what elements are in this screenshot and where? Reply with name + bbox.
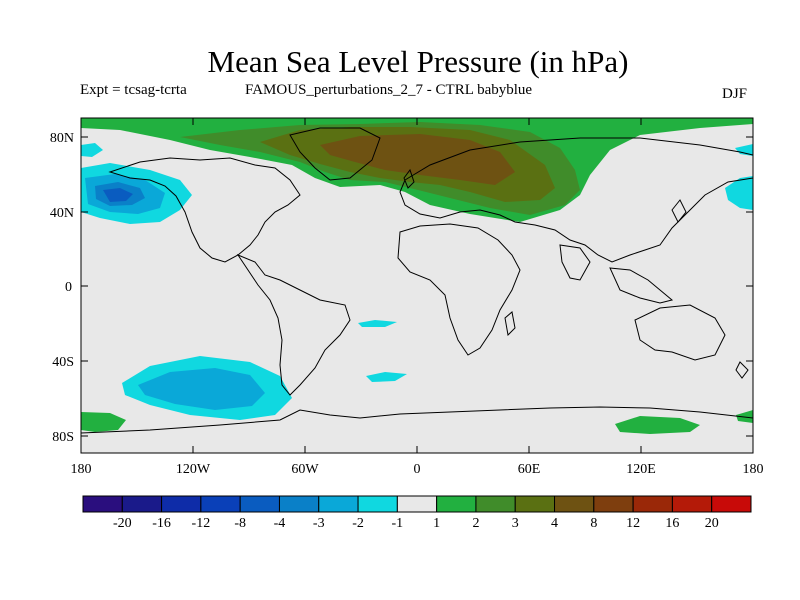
comparison-label: FAMOUS_perturbations_2_7 - CTRL babyblue [245,82,533,98]
colorbar-swatch [554,495,595,513]
contour-pos4-north [320,134,515,185]
colorbar-swatch [396,495,438,513]
colorbar-label: -20 [113,516,132,531]
colorbar-label: -12 [192,516,211,531]
colorbar-swatch [200,495,241,513]
colorbar: -20 -16 -12 -8 -4 -3 -2 -1 1 2 3 4 8 12 16 20 [82,495,752,531]
lat-label-80n: 80N [50,131,74,146]
lat-label-40n: 40N [50,206,74,221]
pressure-field [81,118,753,434]
colorbar-label: 16 [665,516,679,531]
contour-neg1-south-atlantic-a [358,320,397,327]
lon-label-180-east: 180 [743,462,764,477]
colorbar-swatch [593,495,634,513]
lon-label-120e: 120E [626,462,656,477]
colorbar-label: 2 [472,516,479,531]
map-title: Mean Sea Level Pressure (in hPa) [207,44,629,79]
colorbar-swatch [161,495,202,513]
colorbar-swatch [436,495,477,513]
lon-label-180-west: 180 [71,462,92,477]
coastlines [81,127,753,434]
lon-label-60w: 60W [291,462,319,477]
colorbar-swatch [278,495,320,513]
colorbar-label: 20 [705,516,719,531]
longitude-ticks [192,118,642,453]
colorbar-label: -2 [352,516,364,531]
colorbar-swatch [121,495,163,513]
contour-neg2-south-pacific [138,368,265,410]
colorbar-swatch [357,495,398,513]
colorbar-swatch [711,495,752,513]
lat-label-80s: 80S [52,430,74,445]
contour-neg1-south-atlantic-b [366,372,407,382]
colorbar-swatch [318,495,359,513]
colorbar-label: -1 [392,516,404,531]
contour-neg4-north-pacific [103,188,133,202]
colorbar-label: -3 [313,516,325,531]
colorbar-label: 12 [626,516,640,531]
colorbar-swatch [514,495,556,513]
contour-neg1-arctic-east [735,144,753,156]
lon-label-60e: 60E [518,462,541,477]
latitude-ticks [81,136,753,437]
contour-neg1-north-pacific-east [725,176,753,210]
lon-label-120w: 120W [176,462,211,477]
colorbar-swatch [671,495,713,513]
lon-label-0: 0 [414,462,421,477]
colorbar-label: -8 [234,516,246,531]
contour-neg1-arctic-west [81,143,103,157]
lat-label-0: 0 [65,280,72,295]
season-label: DJF [722,86,748,102]
contour-pos1-east-edge [736,410,753,423]
colorbar-label: -4 [274,516,286,531]
colorbar-swatch [475,495,516,513]
colorbar-label: 1 [433,516,440,531]
colorbar-swatch [82,495,123,513]
lat-label-40s: 40S [52,355,74,370]
colorbar-label: 8 [590,516,597,531]
colorbar-swatch [239,495,280,513]
colorbar-label: 3 [512,516,519,531]
colorbar-label: -16 [152,516,171,531]
colorbar-swatch [632,495,673,513]
contour-pos1-southeast [615,416,700,434]
contour-pos1-southwest [81,412,126,432]
experiment-label: Expt = tcsag-tcrta [80,82,187,98]
colorbar-label: 4 [551,516,558,531]
